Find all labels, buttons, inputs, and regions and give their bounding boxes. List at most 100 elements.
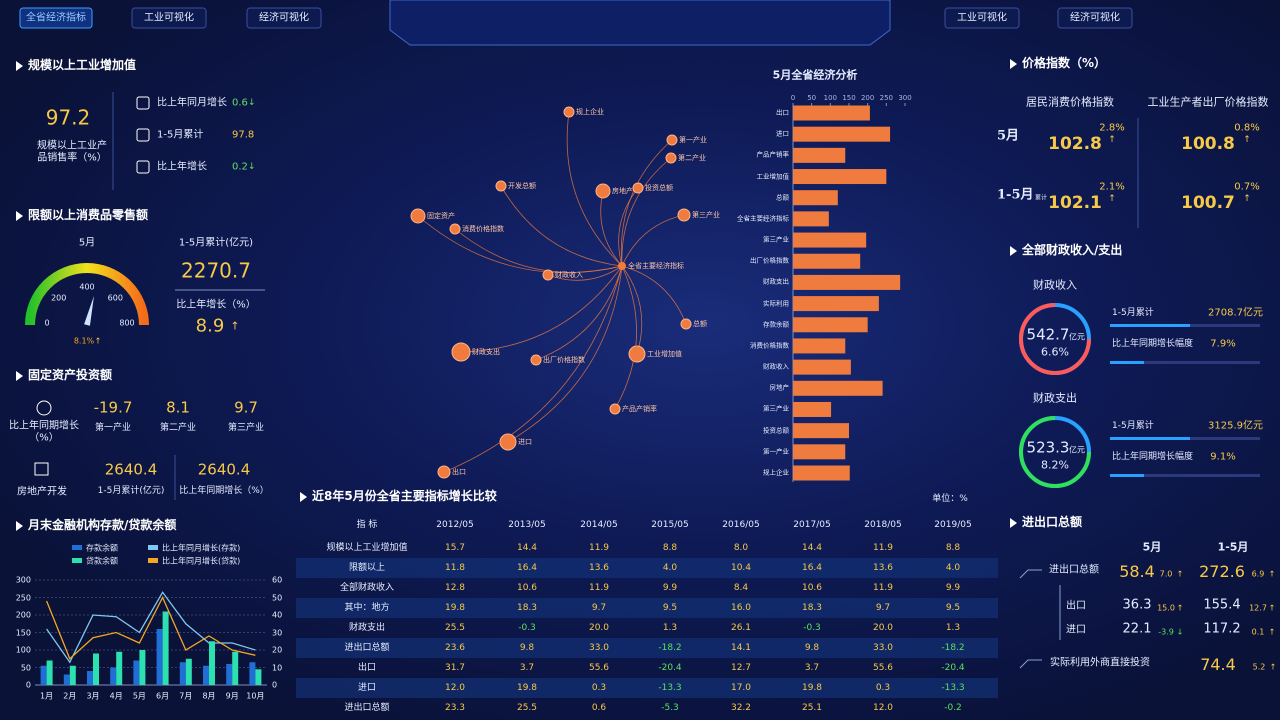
nav-label[interactable]: 全省经济指标 <box>26 12 86 24</box>
nav-label[interactable]: 工业可视化 <box>957 12 1007 24</box>
table-cell: 18.3 <box>516 602 538 613</box>
gauge-tick-label: 0 <box>44 318 50 328</box>
bar <box>185 658 192 685</box>
network-edge <box>460 265 623 353</box>
label: 117.2 <box>1203 621 1241 637</box>
table-cell: 9.7 <box>875 602 891 613</box>
table-cell: 9.7 <box>591 602 607 613</box>
label: 比上年增长 <box>157 161 207 173</box>
table-cell: -20.4 <box>658 662 682 673</box>
label: 1-5月累计 <box>1112 420 1154 431</box>
table-cell: 8.0 <box>733 542 749 553</box>
label: 8.2% <box>1041 458 1069 472</box>
label: 0.1 <box>1251 627 1265 637</box>
x-tick-label: 9月 <box>225 691 239 701</box>
table-cell: 12.8 <box>444 582 466 593</box>
node-label: 财政支出 <box>472 347 500 356</box>
gauge-arc <box>25 263 149 326</box>
y-tick-label: 出口 <box>776 108 789 117</box>
label: 6.9 <box>1251 569 1265 579</box>
y-tick-label: 200 <box>15 610 31 620</box>
progress-fill <box>1110 324 1190 327</box>
network-node <box>437 465 451 479</box>
bar <box>793 232 867 248</box>
y-tick-label: 投资总额 <box>763 425 789 434</box>
network-edge <box>500 185 623 267</box>
network-node <box>609 403 621 415</box>
item-icon <box>136 128 150 142</box>
table-cell: 20.0 <box>872 622 894 633</box>
node-label: 财政收入 <box>555 270 583 279</box>
label: ↑ <box>1268 569 1276 579</box>
label: 6.6% <box>1041 345 1069 359</box>
label: 9.1% <box>1210 451 1236 463</box>
y-tick-label: 进口 <box>776 129 789 138</box>
nav-label[interactable]: 工业可视化 <box>144 12 194 24</box>
label: 1-5月 <box>997 187 1034 203</box>
network-node <box>449 223 461 235</box>
nav-button[interactable] <box>1057 7 1133 29</box>
label: 2270.7 <box>181 258 251 283</box>
label: ↑ <box>230 319 240 333</box>
y-tick-label: 实际利用 <box>763 298 789 307</box>
table-header: 2015/05 <box>651 519 689 530</box>
table-header: 指 标 <box>356 519 378 530</box>
label: 1-5月累计(亿元) <box>97 485 165 496</box>
label: 36.3 <box>1122 597 1152 613</box>
y2-tick-label: 0 <box>272 680 278 690</box>
nav-button[interactable] <box>19 7 93 29</box>
table-header: 2019/05 <box>934 519 972 530</box>
table-cell: 11.8 <box>444 562 466 573</box>
nav-button[interactable] <box>246 7 322 29</box>
table-header: 2018/05 <box>864 519 902 530</box>
gauge-tick-label: 400 <box>79 282 95 292</box>
icon <box>34 462 49 476</box>
nav-label[interactable]: 经济可视化 <box>259 12 309 24</box>
table-cell: 10.6 <box>516 582 538 593</box>
label: ↑ <box>94 336 102 346</box>
network-edge <box>535 265 623 361</box>
network-edge <box>621 157 672 267</box>
bar <box>793 423 849 439</box>
bar <box>249 662 256 685</box>
label: 财政收入 <box>1033 278 1077 292</box>
label: 7.0 <box>1159 569 1173 579</box>
label: 工业生产者出厂价格指数 <box>1147 95 1269 109</box>
bar <box>255 669 262 685</box>
progress-track <box>1110 361 1260 364</box>
table-cell: 17.0 <box>730 682 752 693</box>
table-cell: 规模以上工业增加值 <box>326 542 408 553</box>
y-tick-label: 全省主要经济指标 <box>737 214 789 223</box>
y-tick-label: 财政支出 <box>763 277 789 286</box>
nav-label[interactable]: 经济可视化 <box>1070 12 1120 24</box>
label: 亿元 <box>1069 332 1085 342</box>
table-cell: 18.3 <box>801 602 823 613</box>
label: 1-5月 <box>1217 540 1249 554</box>
bar <box>793 465 850 481</box>
y-tick-label: 房地产 <box>769 383 790 392</box>
table-cell: -13.3 <box>941 682 965 693</box>
bar <box>63 674 70 685</box>
table-cell: -20.4 <box>941 662 965 673</box>
label: 74.4 <box>1200 654 1236 674</box>
table-cell: 33.0 <box>588 642 610 653</box>
y-tick-label: 总额 <box>776 192 789 201</box>
network-node <box>530 354 542 366</box>
label: 进出口总额 <box>1049 564 1099 576</box>
nav-button[interactable] <box>131 7 207 29</box>
table-cell: 1.3 <box>945 622 961 633</box>
network-edge <box>600 190 623 267</box>
table-row-stripe <box>296 638 998 658</box>
table-cell: 0.3 <box>875 682 891 693</box>
network-node <box>563 106 575 118</box>
node-label: 全省主要经济指标 <box>628 261 684 270</box>
x-tick-label: 10月 <box>246 691 265 701</box>
label: 2.8% <box>1099 122 1125 134</box>
nav-button[interactable] <box>944 7 1020 29</box>
section-marker <box>1010 518 1017 528</box>
label: ↑ <box>1243 134 1251 145</box>
label: 1-5月累计 <box>157 129 204 141</box>
x-tick-label: 4月 <box>109 691 123 701</box>
